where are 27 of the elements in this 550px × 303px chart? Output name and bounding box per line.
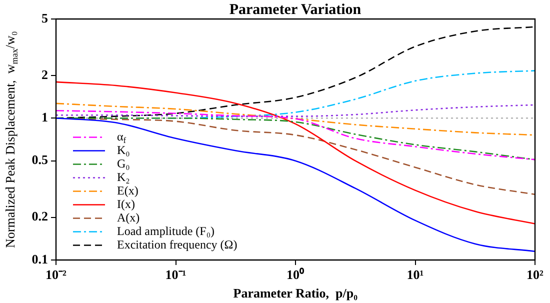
y-tick-label: 0.2 — [32, 208, 48, 224]
y-tick-label: 1 — [42, 110, 48, 125]
y-tick-label: 0.1 — [32, 251, 48, 266]
legend-label: E(x) — [117, 183, 138, 198]
legend-label: G₀ — [117, 156, 130, 170]
legend-label: K₂ — [117, 170, 130, 184]
y-tick-label: 2 — [42, 66, 48, 82]
x-tick-label: 10⁻² — [46, 267, 67, 282]
line-series — [56, 102, 535, 136]
legend-label: I(x) — [117, 196, 135, 211]
line-series — [56, 118, 535, 252]
x-tick-label: 10¹ — [406, 267, 424, 282]
legend-label: Excitation frequency (Ω) — [117, 237, 238, 252]
chart-title: Parameter Variation — [229, 2, 362, 18]
y-tick-label: 5 — [42, 10, 48, 26]
y-tick-label: 0.5 — [32, 152, 48, 168]
line-series — [56, 104, 535, 117]
y-axis-title: Normalized Peak Displacement, wmax/w₀ — [2, 31, 20, 248]
x-axis-title: Parameter Ratio, p/p₀ — [233, 285, 358, 300]
x-tick-label: 10⁻¹ — [165, 267, 186, 282]
legend-label: A(x) — [117, 210, 140, 224]
line-series — [56, 81, 535, 224]
x-tick-label: 10⁰ — [286, 267, 304, 282]
x-tick-label: 10² — [526, 267, 544, 282]
line-series — [56, 110, 535, 160]
legend-label: Load amplitude (F₀) — [117, 224, 214, 238]
legend-label: K₀ — [117, 142, 130, 157]
